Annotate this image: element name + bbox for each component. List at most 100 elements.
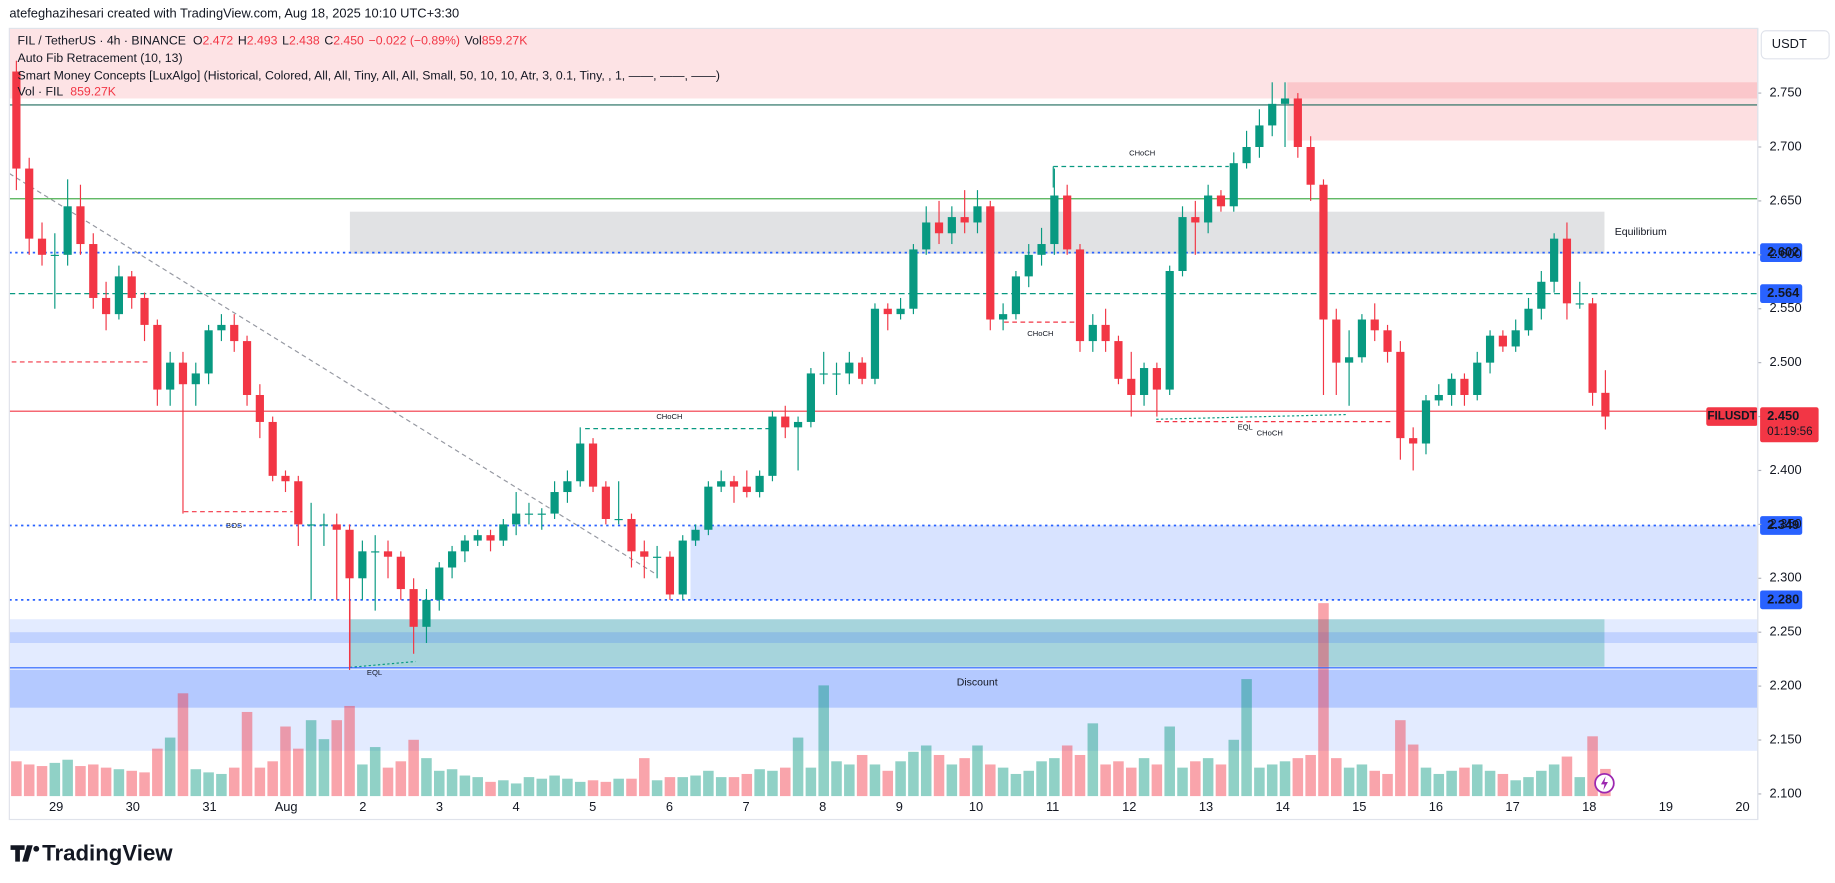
h-label: H (238, 34, 247, 48)
volume-bar (305, 720, 317, 797)
x-tick-label: 10 (969, 799, 983, 814)
candle-body (1088, 324, 1097, 342)
candle-body (909, 249, 918, 309)
volume-bar (254, 767, 266, 797)
candle-body (371, 551, 380, 553)
volume-bar (1190, 761, 1201, 797)
candle-body (1383, 330, 1392, 352)
x-tick-label: 2 (359, 799, 366, 814)
candle-body (332, 524, 341, 530)
vol-value: 859.27K (70, 85, 117, 99)
volume-bar (574, 781, 586, 797)
drawings: CHoCH CHoCH CHoCH EQL CHoCH BOS EQL Equilibrium… (9, 104, 1758, 688)
structure-line (349, 660, 416, 668)
candle-body (870, 308, 880, 379)
volume-bar (600, 781, 612, 797)
candle-body (12, 71, 21, 169)
candle-body (1511, 330, 1520, 347)
candle-body (512, 513, 521, 525)
candle-body (1037, 244, 1046, 255)
currency-box[interactable] (1760, 30, 1830, 60)
volume-bar (472, 777, 483, 797)
candle-body (934, 222, 944, 234)
candle-body (537, 513, 546, 515)
candle-body (858, 362, 867, 379)
y-tick-label: 2.350 (1769, 516, 1801, 531)
candle-body (383, 551, 393, 557)
candle-body (435, 567, 444, 600)
candle-body (217, 324, 226, 331)
volume-bar (844, 764, 855, 797)
level-tag (1760, 516, 1803, 535)
annotation: CHoCH (656, 412, 682, 421)
x-tick-label: 9 (896, 799, 903, 814)
y-tick-label: 2.650 (1769, 192, 1801, 207)
candle-body (1011, 276, 1021, 315)
candle-body (1191, 217, 1200, 223)
volume-bar (139, 772, 150, 797)
candle-body (1601, 392, 1610, 417)
volume-bar (1536, 770, 1547, 797)
candle-body (1537, 281, 1546, 309)
volume-bar (1061, 745, 1073, 797)
candle-body (1370, 319, 1379, 331)
zone (1287, 82, 1758, 141)
currency[interactable]: USDT (1772, 36, 1807, 51)
candle-body (460, 540, 469, 552)
volume-bar (831, 761, 842, 797)
candle-body (1114, 341, 1123, 379)
volume-bar (357, 764, 368, 797)
volume-bar (587, 780, 599, 797)
volume: 859.27K (482, 34, 529, 48)
vol-legend: Vol · FIL 859.27K (18, 85, 117, 99)
x-tick-label: 18 (1582, 799, 1596, 814)
volume-bar (1138, 758, 1150, 797)
credit: atefeghazihesari created with TradingVie… (9, 6, 459, 21)
volume-bar (856, 754, 868, 797)
candle-body (832, 373, 841, 375)
candle-body (819, 373, 828, 375)
volume-pane (11, 603, 1611, 797)
candle-body (358, 551, 367, 579)
x-tick-label: 19 (1659, 799, 1673, 814)
volume-bar (869, 764, 881, 797)
volume-bar (228, 767, 240, 797)
volume-bar (1587, 736, 1598, 797)
volume-bar (267, 761, 278, 797)
candle-body (1127, 378, 1136, 395)
y-tick-label: 2.200 (1769, 678, 1801, 693)
candle-body (1204, 195, 1213, 223)
candle-body (25, 168, 34, 239)
candle-body (89, 244, 98, 298)
volume-bar (344, 705, 355, 797)
candle-body (781, 416, 790, 428)
y-tick-label: 2.500 (1769, 354, 1801, 369)
indicator: Auto Fib Retracement (10, 13) (18, 51, 183, 65)
volume-bar (164, 737, 176, 797)
candle-body (422, 599, 431, 627)
zone (9, 28, 1758, 99)
zone (349, 619, 1605, 667)
volume-bar (510, 783, 522, 797)
volume-bar (395, 761, 407, 797)
candle-body (1178, 217, 1187, 271)
volume-bar (703, 770, 714, 797)
volume-bar (882, 770, 894, 797)
structure-line (9, 173, 656, 575)
volume-bar (75, 766, 86, 797)
brand: TradingView (42, 840, 173, 865)
candle-body (50, 254, 59, 256)
volume-bar (536, 778, 548, 797)
x-tick-label: 29 (49, 799, 63, 814)
candle-body (550, 492, 559, 514)
candle-body (1063, 195, 1072, 250)
candle-body (1152, 368, 1161, 390)
candle-body (653, 556, 662, 558)
volume-bar (62, 759, 73, 797)
volume-bar (1420, 767, 1432, 797)
candle-body (1293, 98, 1302, 147)
annotation: BOS (226, 521, 242, 530)
x-tick-label: 31 (202, 799, 216, 814)
zone (9, 669, 1758, 708)
